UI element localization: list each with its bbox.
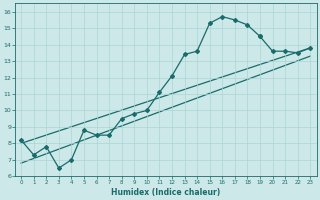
X-axis label: Humidex (Indice chaleur): Humidex (Indice chaleur) — [111, 188, 220, 197]
